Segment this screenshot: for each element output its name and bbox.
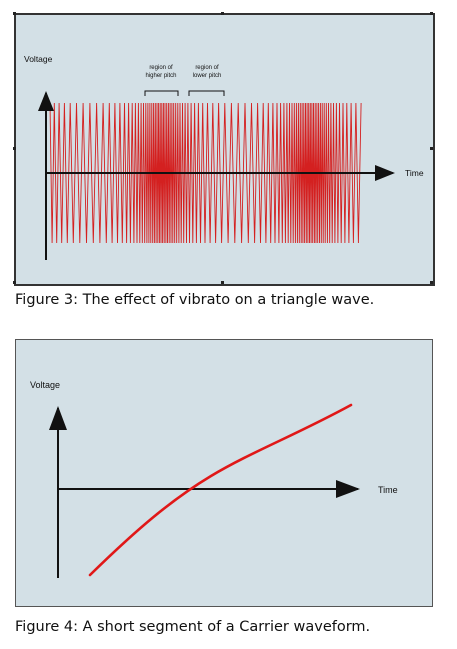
frame-handle — [221, 281, 224, 284]
frame-handle — [430, 281, 433, 284]
x-axis-label: Time — [378, 485, 398, 495]
carrier-waveform-curve — [88, 403, 353, 577]
triangle-wave-trace — [49, 102, 362, 244]
frame-handle — [221, 12, 224, 15]
frame-handle — [13, 12, 16, 15]
figure-3-caption: Figure 3: The effect of vibrato on a tri… — [15, 292, 375, 308]
higher-pitch-bracket — [144, 90, 179, 96]
vibrato-triangle-wave — [49, 102, 362, 244]
y-axis-label: Voltage — [24, 54, 53, 64]
y-axis-label: Voltage — [30, 380, 60, 390]
figure-3-diagram: Voltage Time region of higher pitch regi… — [24, 54, 424, 260]
figure-4-caption: Figure 4: A short segment of a Carrier w… — [15, 619, 371, 635]
lower-pitch-annotation-line1: region of — [195, 65, 219, 71]
frame-handle — [13, 281, 16, 284]
x-axis-label: Time — [405, 168, 424, 178]
figure-4-diagram: Voltage Time — [30, 380, 398, 578]
frame-handle — [430, 147, 433, 150]
frame-handle — [13, 147, 16, 150]
figure-4-panel: Voltage Time — [15, 339, 433, 607]
lower-pitch-annotation-line2: lower pitch — [193, 73, 222, 79]
higher-pitch-annotation-line1: region of — [149, 65, 173, 71]
higher-pitch-annotation-line2: higher pitch — [145, 73, 176, 79]
frame-handle — [430, 12, 433, 15]
figure-3-panel: Voltage Time region of higher pitch regi… — [13, 12, 435, 286]
lower-pitch-bracket — [188, 90, 225, 96]
